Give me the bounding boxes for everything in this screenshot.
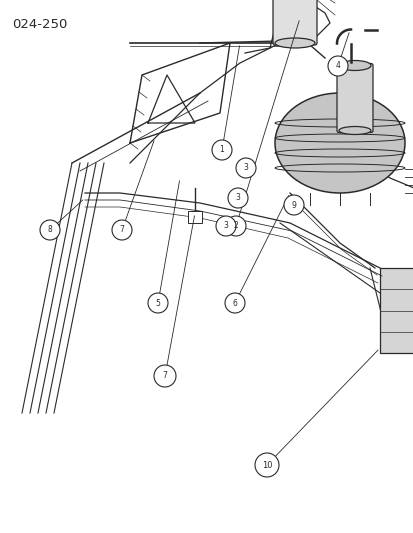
Ellipse shape bbox=[338, 61, 370, 70]
Circle shape bbox=[254, 453, 278, 477]
Ellipse shape bbox=[274, 38, 314, 48]
Circle shape bbox=[225, 216, 245, 236]
Circle shape bbox=[228, 188, 247, 208]
Text: 6: 6 bbox=[232, 298, 237, 308]
Text: 8: 8 bbox=[47, 225, 52, 235]
Circle shape bbox=[40, 220, 60, 240]
Bar bbox=[188, 211, 202, 223]
Text: 3: 3 bbox=[235, 193, 240, 203]
FancyBboxPatch shape bbox=[336, 63, 372, 133]
Text: 3: 3 bbox=[243, 164, 248, 173]
Text: 5: 5 bbox=[155, 298, 160, 308]
Circle shape bbox=[327, 56, 347, 76]
Ellipse shape bbox=[274, 93, 404, 193]
Circle shape bbox=[235, 158, 255, 178]
Text: 9: 9 bbox=[291, 200, 296, 209]
Circle shape bbox=[154, 365, 176, 387]
Text: 3: 3 bbox=[223, 222, 228, 230]
Text: 1: 1 bbox=[219, 146, 224, 155]
Bar bbox=[379, 268, 413, 353]
Circle shape bbox=[147, 293, 168, 313]
Text: 2: 2 bbox=[233, 222, 238, 230]
Text: 024-250: 024-250 bbox=[12, 18, 67, 31]
Text: 7: 7 bbox=[119, 225, 124, 235]
FancyBboxPatch shape bbox=[272, 0, 316, 45]
Circle shape bbox=[283, 195, 303, 215]
Text: 10: 10 bbox=[261, 461, 272, 470]
Text: 4: 4 bbox=[335, 61, 339, 70]
Text: 7: 7 bbox=[162, 372, 167, 381]
Ellipse shape bbox=[338, 126, 370, 134]
Circle shape bbox=[211, 140, 231, 160]
Circle shape bbox=[224, 293, 244, 313]
Circle shape bbox=[112, 220, 132, 240]
Circle shape bbox=[216, 216, 235, 236]
